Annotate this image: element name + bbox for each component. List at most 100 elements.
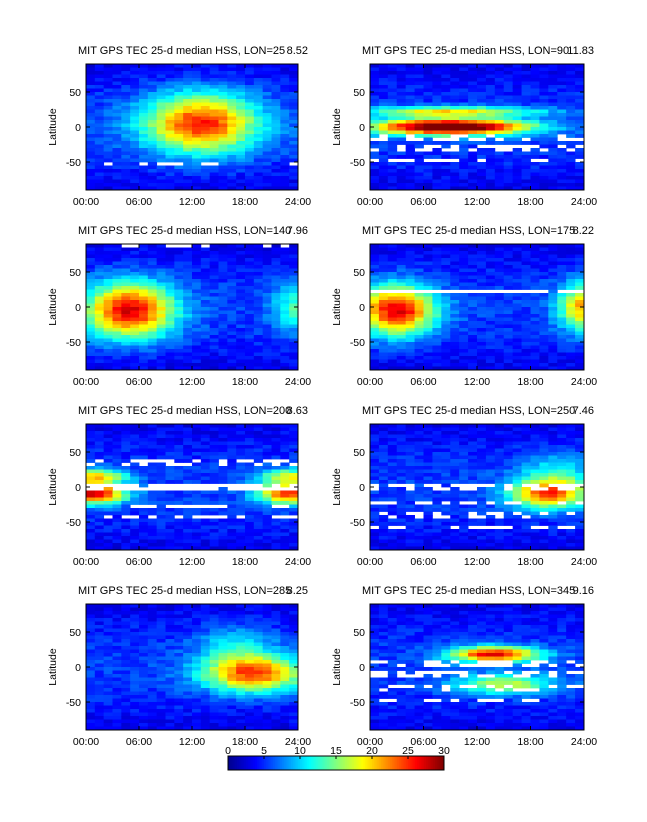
heatmap-cell bbox=[103, 130, 113, 135]
heatmap-cell bbox=[459, 275, 469, 280]
heatmap-cell bbox=[432, 254, 442, 259]
heatmap-cell bbox=[280, 151, 290, 156]
heatmap-cell bbox=[165, 366, 175, 371]
heatmap-cell bbox=[218, 300, 228, 304]
heatmap-cell bbox=[218, 130, 228, 135]
heatmap-cell bbox=[227, 303, 237, 308]
heatmap-cell bbox=[485, 445, 496, 449]
heatmap-cell bbox=[521, 490, 531, 495]
heatmap-cell bbox=[103, 476, 113, 481]
heatmap-cell bbox=[86, 328, 96, 332]
heatmap-cell bbox=[253, 127, 264, 131]
heatmap-cell bbox=[227, 137, 237, 142]
heatmap-cell bbox=[174, 518, 184, 523]
heatmap-cell bbox=[548, 258, 558, 262]
heatmap-cell bbox=[477, 328, 487, 332]
heatmap-cell bbox=[280, 452, 290, 456]
heatmap-cell bbox=[450, 324, 460, 329]
heatmap-cell bbox=[103, 314, 113, 318]
heatmap-cell bbox=[271, 81, 281, 86]
heatmap-cell bbox=[86, 431, 96, 435]
heatmap-cell bbox=[112, 427, 122, 432]
heatmap-cell bbox=[183, 81, 193, 86]
heatmap-cell bbox=[245, 78, 255, 82]
heatmap-cell bbox=[423, 342, 433, 346]
heatmap-cell bbox=[165, 109, 175, 114]
heatmap-cell bbox=[370, 366, 380, 371]
heatmap-cell bbox=[548, 328, 558, 332]
heatmap-cell bbox=[200, 275, 211, 280]
heatmap-cell bbox=[575, 300, 585, 304]
heatmap-cell bbox=[174, 366, 184, 371]
heatmap-cell bbox=[174, 109, 184, 114]
heatmap-cell bbox=[200, 338, 211, 343]
heatmap-cell bbox=[156, 109, 166, 114]
heatmap-cell bbox=[94, 536, 105, 540]
heatmap-cell bbox=[183, 307, 193, 311]
heatmap-cell bbox=[130, 424, 140, 428]
heatmap-cell bbox=[262, 113, 272, 117]
heatmap-cell bbox=[468, 441, 478, 446]
heatmap-cell bbox=[183, 113, 193, 117]
heatmap-cell bbox=[387, 74, 398, 79]
heatmap-cell bbox=[245, 338, 255, 343]
heatmap-cell bbox=[174, 424, 184, 428]
heatmap-cell bbox=[200, 317, 211, 322]
heatmap-cell bbox=[539, 328, 549, 332]
heatmap-cell bbox=[468, 452, 478, 456]
heatmap-cell bbox=[548, 445, 558, 449]
heatmap-cell bbox=[477, 452, 487, 456]
heatmap-cell bbox=[441, 511, 451, 516]
heatmap-cell bbox=[103, 497, 113, 502]
heatmap-cell bbox=[423, 176, 433, 180]
heatmap-cell bbox=[503, 303, 514, 308]
heatmap-cell bbox=[86, 92, 96, 96]
heatmap-cell bbox=[271, 331, 281, 336]
heatmap-cell bbox=[271, 109, 281, 114]
heatmap-cell bbox=[387, 532, 398, 537]
heatmap-cell bbox=[245, 162, 255, 166]
heatmap-cell bbox=[378, 490, 389, 495]
heatmap-cell bbox=[156, 81, 166, 86]
heatmap-cell bbox=[503, 363, 514, 367]
heatmap-cell bbox=[432, 331, 442, 336]
heatmap-cell bbox=[200, 424, 211, 428]
heatmap-cell bbox=[236, 359, 246, 364]
heatmap-cell bbox=[94, 289, 105, 294]
heatmap-cell bbox=[387, 64, 398, 68]
heatmap-cell bbox=[566, 64, 576, 68]
heatmap-cell bbox=[147, 258, 158, 262]
heatmap-cell bbox=[405, 508, 415, 512]
heatmap-cell bbox=[575, 134, 585, 138]
heatmap-cell bbox=[405, 120, 415, 124]
heatmap-cell bbox=[477, 424, 487, 428]
heatmap-cell bbox=[387, 148, 398, 152]
heatmap-cell bbox=[245, 148, 255, 152]
heatmap-cell bbox=[112, 431, 122, 435]
heatmap-cell bbox=[236, 438, 246, 442]
heatmap-cell bbox=[423, 127, 433, 131]
heatmap-cell bbox=[139, 483, 149, 488]
heatmap-cell bbox=[174, 525, 184, 530]
heatmap-cell bbox=[86, 480, 96, 484]
heatmap-cell bbox=[441, 144, 451, 149]
heatmap-cell bbox=[227, 511, 237, 516]
heatmap-cell bbox=[521, 127, 531, 131]
heatmap-cell bbox=[378, 258, 389, 262]
heatmap-cell bbox=[147, 251, 158, 255]
heatmap-cell bbox=[378, 314, 389, 318]
heatmap-cell bbox=[86, 363, 96, 367]
heatmap-cell bbox=[494, 352, 505, 357]
heatmap-cell bbox=[200, 543, 211, 547]
heatmap-cell bbox=[459, 92, 469, 96]
heatmap-cell bbox=[218, 99, 228, 103]
heatmap-cell bbox=[387, 352, 398, 357]
heatmap-cell bbox=[200, 169, 211, 173]
heatmap-cell bbox=[94, 338, 105, 343]
heatmap-cell bbox=[200, 366, 211, 371]
heatmap-cell bbox=[530, 134, 540, 138]
heatmap-cell bbox=[262, 352, 272, 357]
heatmap-cell bbox=[218, 356, 228, 360]
heatmap-cell bbox=[387, 116, 398, 121]
heatmap-cell bbox=[236, 314, 246, 318]
